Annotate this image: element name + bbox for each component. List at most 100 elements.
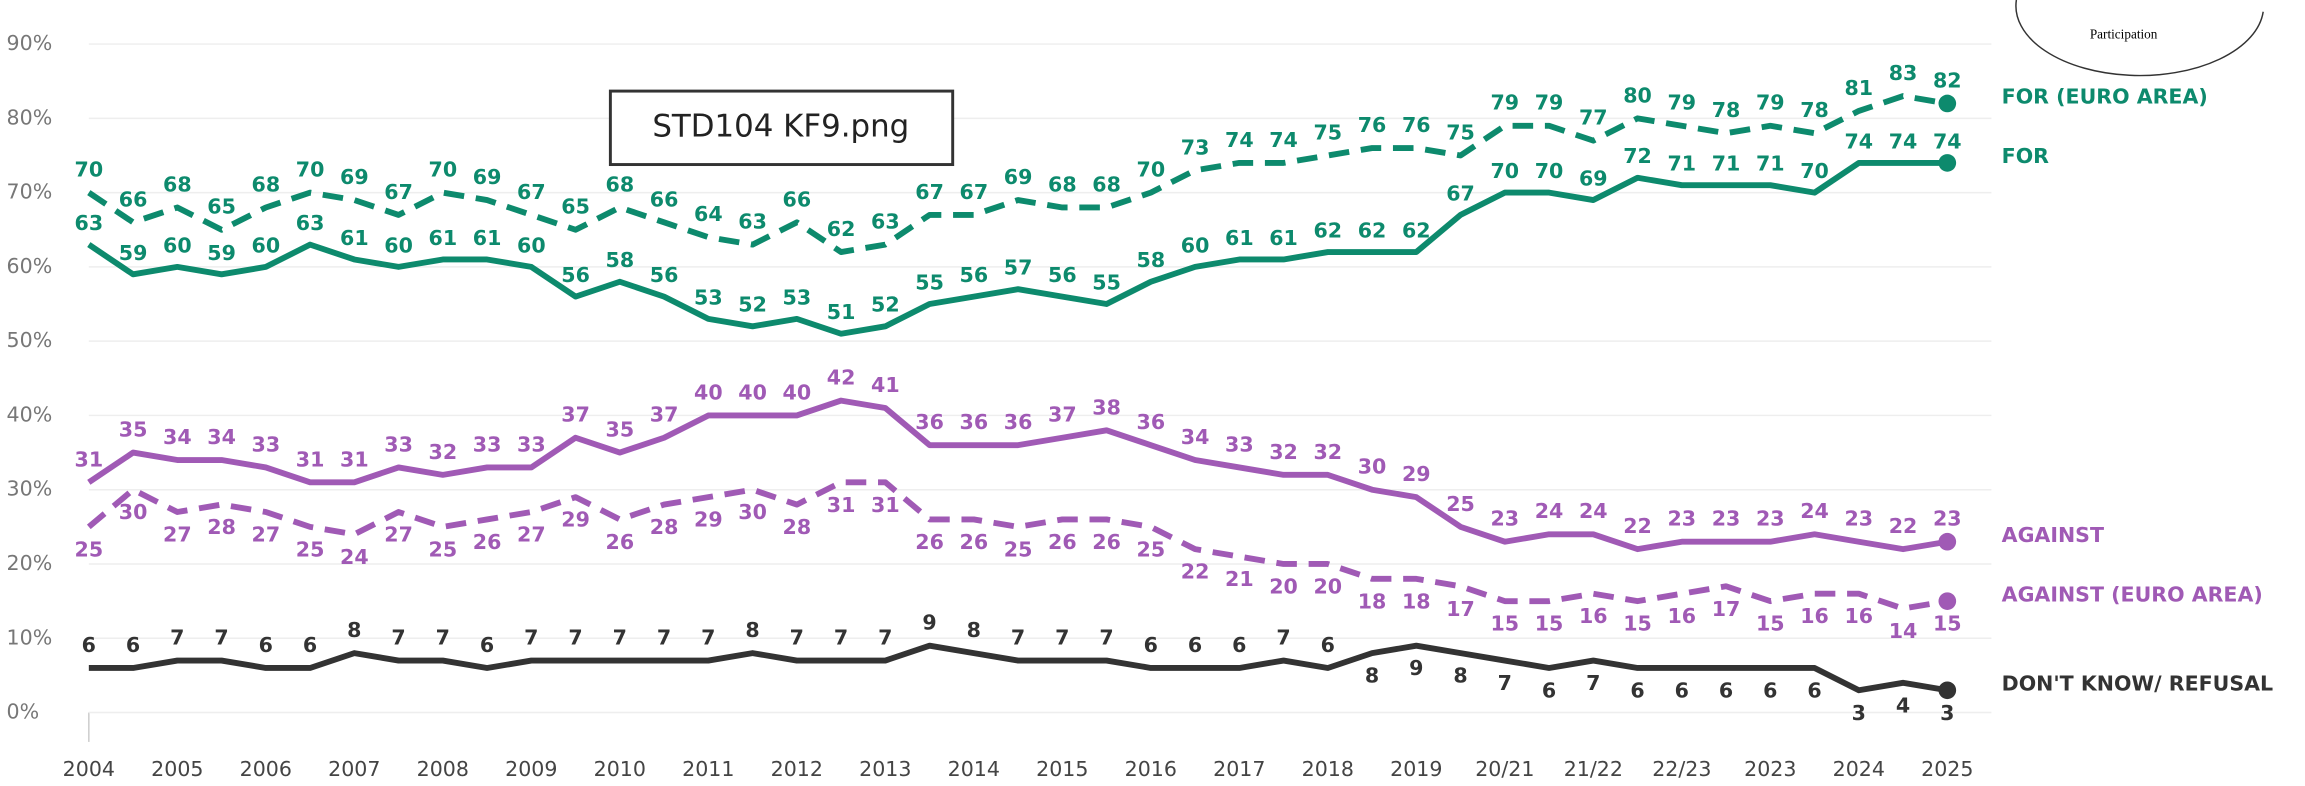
data-label: 61 — [429, 226, 458, 250]
series-line — [87, 93, 1948, 255]
data-label: 6 — [1188, 633, 1202, 657]
x-tick-label: 2024 — [1833, 757, 1885, 781]
data-label: 36 — [960, 410, 989, 434]
data-label: 59 — [207, 241, 236, 265]
x-tick-label: 2009 — [505, 757, 557, 781]
data-label: 53 — [694, 285, 723, 309]
y-tick-label: 10% — [7, 625, 53, 649]
series-name: FOR (EURO AREA) — [2002, 85, 2208, 109]
data-label: 6 — [1719, 678, 1733, 702]
data-label: 8 — [1365, 664, 1379, 688]
data-label: 7 — [834, 626, 848, 650]
data-label: 66 — [783, 187, 812, 211]
data-label: 79 — [1668, 91, 1697, 115]
data-label: 42 — [827, 366, 856, 390]
data-label: 78 — [1712, 98, 1741, 122]
data-label: 33 — [517, 432, 546, 456]
data-label: 79 — [1756, 91, 1785, 115]
data-label: 20 — [1269, 575, 1298, 599]
data-label: 31 — [296, 447, 325, 471]
data-label: 8 — [1453, 664, 1467, 688]
data-label: 63 — [75, 211, 104, 235]
data-label: 33 — [252, 432, 281, 456]
data-label: 66 — [119, 187, 148, 211]
data-label: 22 — [1623, 514, 1652, 538]
data-label: 6 — [303, 633, 317, 657]
data-label: 65 — [561, 195, 590, 219]
data-label: 69 — [340, 165, 369, 189]
data-label: 22 — [1889, 514, 1918, 538]
series-line — [86, 479, 1948, 612]
data-label: 56 — [1048, 263, 1077, 287]
series-line — [87, 397, 1948, 553]
plot: 0% 10% 20% 30% 40% 50% 60% 70% 80% 90% 2004 2005 200… — [7, 31, 2274, 781]
data-label: 41 — [871, 373, 900, 397]
data-label: 6 — [126, 633, 140, 657]
data-label: 76 — [1358, 113, 1387, 137]
data-label: 25 — [296, 537, 325, 561]
data-label: 33 — [384, 432, 413, 456]
y-tick-label: 70% — [7, 180, 53, 204]
data-label: 7 — [1498, 671, 1512, 695]
data-label: 60 — [384, 233, 413, 257]
data-label: 61 — [1269, 226, 1298, 250]
x-tick-label: 2019 — [1390, 757, 1442, 781]
data-label: 77 — [1579, 106, 1608, 130]
data-label: 70 — [296, 158, 325, 182]
data-label: 6 — [82, 633, 96, 657]
data-label: 53 — [783, 285, 812, 309]
data-label: 70 — [1535, 159, 1564, 183]
data-label: 18 — [1402, 589, 1431, 613]
data-label: 40 — [738, 380, 767, 404]
data-label: 75 — [1446, 120, 1475, 144]
data-label: 7 — [214, 626, 228, 650]
data-label: 37 — [650, 403, 679, 427]
data-label: 30 — [119, 500, 148, 524]
data-label: 78 — [1800, 98, 1829, 122]
x-tick-label: 20/21 — [1475, 757, 1534, 781]
data-label: 21 — [1225, 567, 1254, 591]
x-tick-label: 2006 — [240, 757, 292, 781]
data-label: 15 — [1933, 612, 1962, 636]
corner-text: Participation — [2090, 26, 2158, 41]
data-label: 26 — [1048, 530, 1077, 554]
data-label: 15 — [1535, 612, 1564, 636]
data-label: 29 — [561, 508, 590, 532]
data-label: 69 — [1004, 165, 1033, 189]
data-label: 76 — [1402, 113, 1431, 137]
data-label: 7 — [1011, 626, 1025, 650]
data-label: 55 — [915, 270, 944, 294]
x-tick-label: 2017 — [1213, 757, 1265, 781]
series-name: AGAINST (EURO AREA) — [2002, 582, 2263, 606]
data-label: 29 — [694, 508, 723, 532]
data-label: 36 — [1137, 410, 1166, 434]
data-label: 6 — [1542, 678, 1556, 702]
data-label: 7 — [1099, 626, 1113, 650]
data-label: 34 — [1181, 425, 1210, 449]
data-label: 22 — [1181, 560, 1210, 584]
y-tick-label: 30% — [7, 477, 53, 501]
x-tick-label: 2012 — [771, 757, 823, 781]
data-label: 6 — [1763, 678, 1777, 702]
data-label: 73 — [1181, 135, 1210, 159]
y-tick-label: 0% — [7, 700, 40, 724]
data-label: 62 — [827, 217, 856, 241]
data-label: 9 — [1409, 656, 1423, 680]
series-line — [88, 642, 1948, 694]
data-label: 6 — [1630, 678, 1644, 702]
data-label: 20 — [1314, 575, 1343, 599]
data-label: 29 — [1402, 462, 1431, 486]
data-label: 14 — [1889, 619, 1918, 643]
y-tick-label: 20% — [7, 551, 53, 575]
data-label: 25 — [1446, 492, 1475, 516]
data-label: 7 — [436, 626, 450, 650]
x-tick-label: 2016 — [1125, 757, 1177, 781]
data-label: 62 — [1402, 218, 1431, 242]
data-label: 36 — [915, 410, 944, 434]
end-marker — [1938, 681, 1957, 700]
y-tick-label: 90% — [7, 31, 53, 55]
data-label: 6 — [259, 633, 273, 657]
data-label: 15 — [1491, 612, 1520, 636]
data-label: 26 — [473, 530, 502, 554]
data-label: 32 — [1314, 440, 1343, 464]
